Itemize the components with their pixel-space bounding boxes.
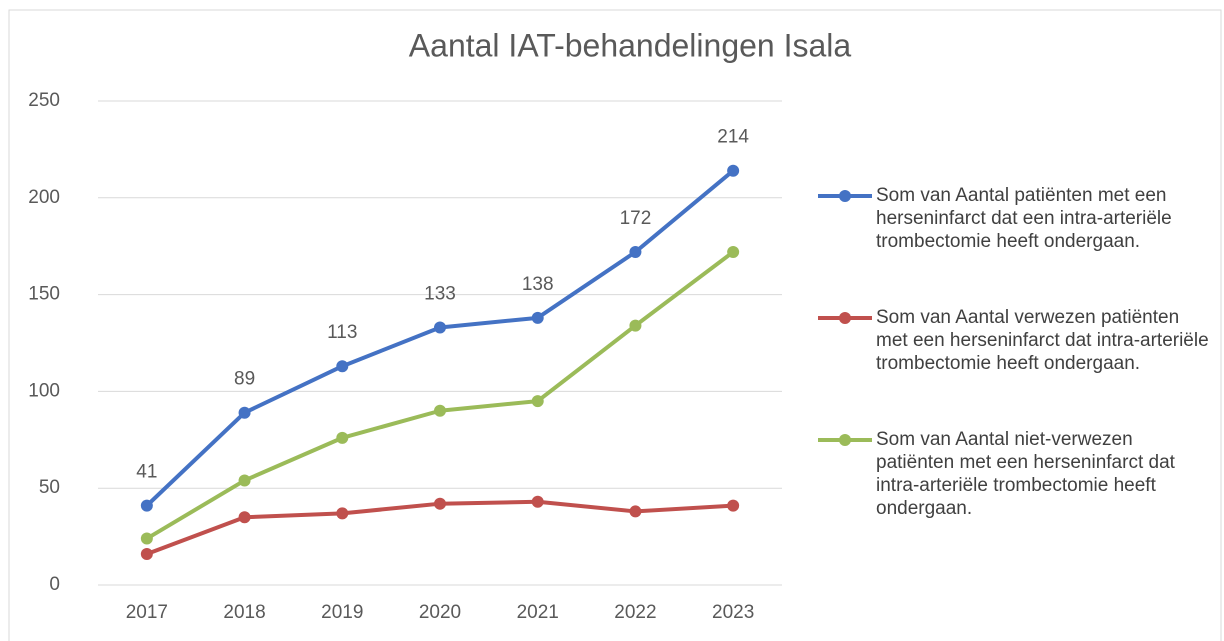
marker bbox=[140, 532, 153, 545]
data-label: 214 bbox=[717, 127, 749, 148]
y-tick-label: 150 bbox=[28, 284, 60, 305]
marker bbox=[238, 406, 251, 419]
marker bbox=[434, 321, 446, 334]
legend-label: Som van Aantal verwezen patiënten met ee… bbox=[876, 307, 1209, 374]
x-tick-label: 2023 bbox=[712, 602, 754, 623]
x-tick-label: 2017 bbox=[126, 602, 168, 623]
legend-entry: Som van Aantal verwezen patiënten met ee… bbox=[816, 306, 1216, 375]
legend-label: Som van Aantal niet-verwezen patiënten m… bbox=[876, 429, 1175, 519]
marker bbox=[727, 164, 740, 177]
marker bbox=[238, 474, 251, 487]
x-tick-label: 2019 bbox=[321, 602, 363, 623]
marker bbox=[629, 505, 642, 518]
marker bbox=[531, 311, 544, 324]
data-label: 138 bbox=[522, 274, 554, 295]
marker bbox=[531, 395, 544, 408]
y-tick-label: 100 bbox=[28, 380, 60, 401]
y-tick-label: 250 bbox=[28, 90, 60, 111]
y-tick-label: 0 bbox=[49, 574, 60, 595]
marker bbox=[434, 497, 446, 510]
marker bbox=[140, 548, 153, 561]
marker bbox=[629, 319, 642, 332]
y-tick-label: 200 bbox=[28, 187, 60, 208]
legend-swatch bbox=[818, 190, 872, 202]
data-label: 89 bbox=[234, 369, 255, 390]
legend-label: Som van Aantal patiënten met een herseni… bbox=[876, 185, 1172, 252]
x-tick-label: 2018 bbox=[223, 602, 265, 623]
marker bbox=[140, 499, 153, 512]
x-tick-label: 2022 bbox=[614, 602, 656, 623]
x-tick-label: 2020 bbox=[419, 602, 461, 623]
marker bbox=[238, 511, 251, 524]
marker bbox=[336, 507, 349, 520]
legend-swatch bbox=[818, 434, 872, 446]
x-tick-label: 2021 bbox=[517, 602, 559, 623]
data-label: 172 bbox=[620, 208, 652, 229]
marker bbox=[727, 499, 740, 512]
legend-entry: Som van Aantal patiënten met een herseni… bbox=[816, 184, 1216, 253]
marker bbox=[336, 431, 349, 444]
marker bbox=[336, 360, 349, 373]
legend-entry: Som van Aantal niet-verwezen patiënten m… bbox=[816, 428, 1216, 520]
marker bbox=[727, 246, 740, 259]
data-label: 133 bbox=[424, 284, 456, 305]
data-label: 113 bbox=[327, 322, 357, 343]
legend-swatch bbox=[818, 312, 872, 324]
data-label: 41 bbox=[136, 462, 157, 483]
chart-title: Aantal IAT-behandelingen Isala bbox=[409, 27, 852, 63]
chart-frame bbox=[8, 9, 1222, 641]
y-tick-label: 50 bbox=[39, 477, 60, 498]
marker bbox=[629, 246, 642, 259]
marker bbox=[531, 495, 544, 508]
marker bbox=[434, 404, 446, 417]
